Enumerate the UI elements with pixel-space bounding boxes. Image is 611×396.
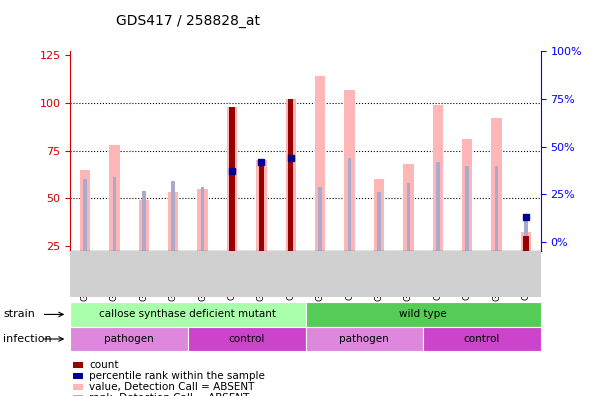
Bar <box>229 107 235 251</box>
Bar <box>289 158 293 251</box>
Bar <box>256 160 266 251</box>
Bar <box>521 232 531 251</box>
Bar <box>286 99 296 251</box>
Bar <box>348 158 351 251</box>
Bar <box>139 200 149 251</box>
Bar <box>466 166 469 251</box>
Text: strain: strain <box>3 309 35 320</box>
Text: callose synthase deficient mutant: callose synthase deficient mutant <box>100 309 276 320</box>
Bar <box>197 188 208 251</box>
Bar <box>227 107 237 251</box>
Text: value, Detection Call = ABSENT: value, Detection Call = ABSENT <box>89 382 255 392</box>
Bar <box>172 181 175 251</box>
Bar <box>260 162 263 251</box>
Bar <box>524 217 528 251</box>
Text: GDS417 / 258828_at: GDS417 / 258828_at <box>116 14 260 28</box>
Bar <box>318 187 322 251</box>
Text: wild type: wild type <box>400 309 447 320</box>
Text: pathogen: pathogen <box>340 334 389 344</box>
Text: rank, Detection Call = ABSENT: rank, Detection Call = ABSENT <box>89 393 249 396</box>
Bar <box>377 192 381 251</box>
Bar <box>80 169 90 251</box>
Bar <box>407 183 410 251</box>
Bar <box>288 99 293 251</box>
Bar <box>436 162 439 251</box>
Bar <box>433 105 443 251</box>
Text: control: control <box>464 334 500 344</box>
Bar <box>315 76 325 251</box>
Bar <box>230 171 234 251</box>
Bar <box>495 166 499 251</box>
Text: control: control <box>229 334 265 344</box>
Bar <box>258 160 264 251</box>
Bar <box>142 190 145 251</box>
Bar <box>462 139 472 251</box>
Bar <box>374 179 384 251</box>
Text: count: count <box>89 360 119 370</box>
Bar <box>201 187 204 251</box>
Bar <box>83 179 87 251</box>
Bar <box>524 236 529 251</box>
Bar <box>109 145 120 251</box>
Bar <box>345 89 355 251</box>
Text: pathogen: pathogen <box>104 334 154 344</box>
Bar <box>168 192 178 251</box>
Text: percentile rank within the sample: percentile rank within the sample <box>89 371 265 381</box>
Bar <box>403 164 414 251</box>
Bar <box>112 177 116 251</box>
Bar <box>491 118 502 251</box>
Text: infection: infection <box>3 334 52 344</box>
